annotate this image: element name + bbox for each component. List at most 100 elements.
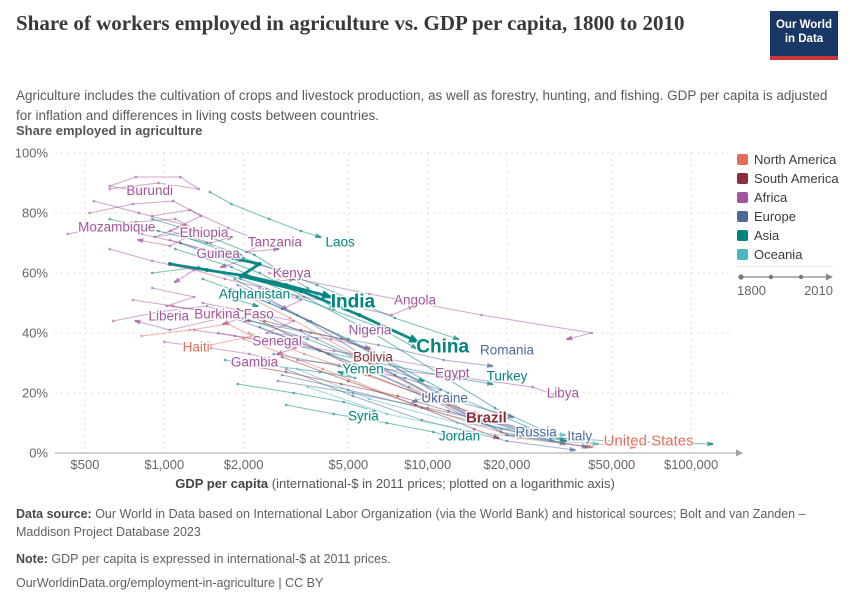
trajectory-path[interactable] [141,323,253,352]
trajectory-unlabeled[interactable] [223,313,530,431]
country-label-ethiopia[interactable]: Ethiopia [178,224,230,242]
country-label-jordan[interactable]: Jordan [437,427,481,445]
country-label-gambia[interactable]: Gambia [229,353,280,371]
trajectory-arrow-icon [551,392,559,397]
data-point [306,286,309,290]
legend-item-south-america[interactable]: South America [737,169,843,188]
legend-swatch-icon [737,211,748,222]
trajectory-path[interactable] [237,308,439,403]
country-label-nigeria[interactable]: Nigeria [347,321,393,339]
data-point [247,352,251,356]
data-point [108,187,111,191]
country-label-afghanistan[interactable]: Afghanistan [217,285,291,303]
data-point [295,337,299,341]
x-axis-label-bold: GDP per capita [175,476,269,491]
country-label-liberia[interactable]: Liberia [147,307,191,325]
country-label-syria[interactable]: Syria [347,407,381,425]
legend-item-africa[interactable]: Africa [737,188,843,207]
data-point [447,397,450,401]
trajectory-brazil[interactable] [230,361,482,422]
legend-item-north-america[interactable]: North America [737,150,843,169]
trajectory-unlabeled[interactable] [173,247,418,350]
timeline-handle-start[interactable] [738,274,744,280]
trajectory-unlabeled[interactable] [280,355,500,440]
trajectory-path[interactable] [109,218,241,256]
data-point [216,331,220,335]
trajectory-haiti[interactable] [140,322,254,353]
timeline-start-year[interactable]: 1800 [737,283,766,298]
data-point [295,367,299,371]
trajectory-arrow-icon [173,277,181,284]
country-label-turkey[interactable]: Turkey [485,367,529,385]
data-point [284,367,288,371]
trajectory-unlabeled[interactable] [284,367,577,452]
trajectory-arrow-icon [328,304,336,311]
country-label-russia[interactable]: Russia [514,423,559,441]
country-label-guinea[interactable]: Guinea [195,245,242,263]
page-title: Share of workers employed in agriculture… [16,11,685,35]
country-label-brazil[interactable]: Brazil [464,408,508,428]
timeline-scrubber[interactable] [737,271,833,283]
trajectory-unlabeled[interactable] [306,385,600,447]
trajectory-unlabeled[interactable] [108,247,196,284]
trajectory-path[interactable] [231,362,481,421]
trajectory-burundi[interactable] [108,175,201,194]
country-label-united-states[interactable]: United States [602,431,695,451]
country-label-tanzania[interactable]: Tanzania [246,233,304,251]
trajectory-arrow-icon [472,410,480,416]
country-label-laos[interactable]: Laos [324,233,357,251]
citation-url[interactable]: OurWorldinData.org/employment-in-agricul… [16,576,324,591]
country-label-burundi[interactable]: Burundi [125,182,175,200]
trajectory-liberia[interactable] [111,304,237,332]
trajectory-path[interactable] [152,209,278,253]
country-label-haiti[interactable]: Haiti [181,338,211,356]
x-tick-label: $20,000 [483,457,530,472]
trajectory-unlabeled[interactable] [236,283,515,419]
trajectory-arrow-icon [522,425,530,431]
country-label-libya[interactable]: Libya [545,384,581,402]
trajectory-path[interactable] [109,248,195,283]
trajectory-syria[interactable] [236,382,377,419]
data-point [447,409,450,413]
trajectory-unlabeled[interactable] [178,241,556,437]
legend-item-oceania[interactable]: Oceania [737,245,843,264]
trajectory-path[interactable] [217,253,419,344]
data-point [157,229,160,233]
country-label-egypt[interactable]: Egypt [434,364,472,382]
trajectory-path[interactable] [113,305,236,331]
trajectory-mozambique[interactable] [66,217,201,248]
country-label-italy[interactable]: Italy [566,427,594,445]
data-point [242,316,246,320]
country-label-romania[interactable]: Romania [478,341,536,359]
trajectory-tanzania[interactable] [150,208,280,254]
country-label-angola[interactable]: Angola [392,291,438,309]
trajectory-turkey[interactable] [263,337,494,386]
trajectory-china[interactable] [216,253,421,344]
trajectory-unlabeled[interactable] [236,307,441,404]
trajectory-unlabeled[interactable] [230,286,480,416]
trajectory-unlabeled[interactable] [295,367,567,438]
country-label-ukraine[interactable]: Ukraine [420,389,470,407]
country-label-burkina-faso[interactable]: Burkina Faso [193,305,276,323]
legend-item-asia[interactable]: Asia [737,226,843,245]
data-point [552,439,555,443]
trajectory-unlabeled[interactable] [150,217,336,311]
trajectory-ukraine[interactable] [272,352,443,404]
trajectory-yemen[interactable] [223,358,357,380]
trajectory-laos[interactable] [208,190,322,239]
legend-item-europe[interactable]: Europe [737,207,843,226]
trajectory-unlabeled[interactable] [267,271,594,341]
country-label-senegal[interactable]: Senegal [251,332,304,350]
country-label-india[interactable]: India [329,290,377,314]
country-label-yemen[interactable]: Yemen [341,360,386,378]
country-label-mozambique[interactable]: Mozambique [77,218,157,236]
trajectory-unlabeled[interactable] [108,217,243,257]
country-label-china[interactable]: China [415,335,471,359]
timeline-end-year[interactable]: 2010 [804,283,833,298]
trajectory-jordan[interactable] [284,403,458,440]
owid-logo[interactable]: Our World in Data [770,11,838,60]
country-label-kenya[interactable]: Kenya [271,264,313,282]
country-label-bolivia[interactable]: Bolivia [352,348,395,366]
trajectory-unlabeled[interactable] [183,235,460,341]
